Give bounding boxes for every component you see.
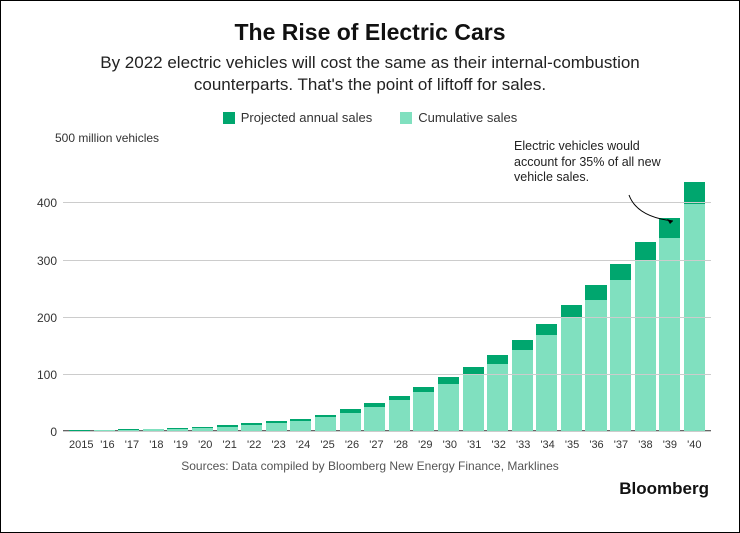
source-line: Sources: Data compiled by Bloomberg New … [25,459,715,473]
legend-label-cumulative: Cumulative sales [418,110,517,125]
chart-area: 500 million vehicles 0100200300400 2015'… [33,135,715,455]
chart-title: The Rise of Electric Cars [25,19,715,46]
legend: Projected annual sales Cumulative sales [25,110,715,125]
brand-label: Bloomberg [25,479,715,499]
annotation-arrow [33,135,733,455]
chart-subtitle: By 2022 electric vehicles will cost the … [70,52,670,96]
legend-label-annual: Projected annual sales [241,110,373,125]
legend-item-cumulative: Cumulative sales [400,110,517,125]
legend-swatch-annual [223,112,235,124]
legend-swatch-cumulative [400,112,412,124]
chart-card: The Rise of Electric Cars By 2022 electr… [0,0,740,533]
legend-item-annual: Projected annual sales [223,110,373,125]
